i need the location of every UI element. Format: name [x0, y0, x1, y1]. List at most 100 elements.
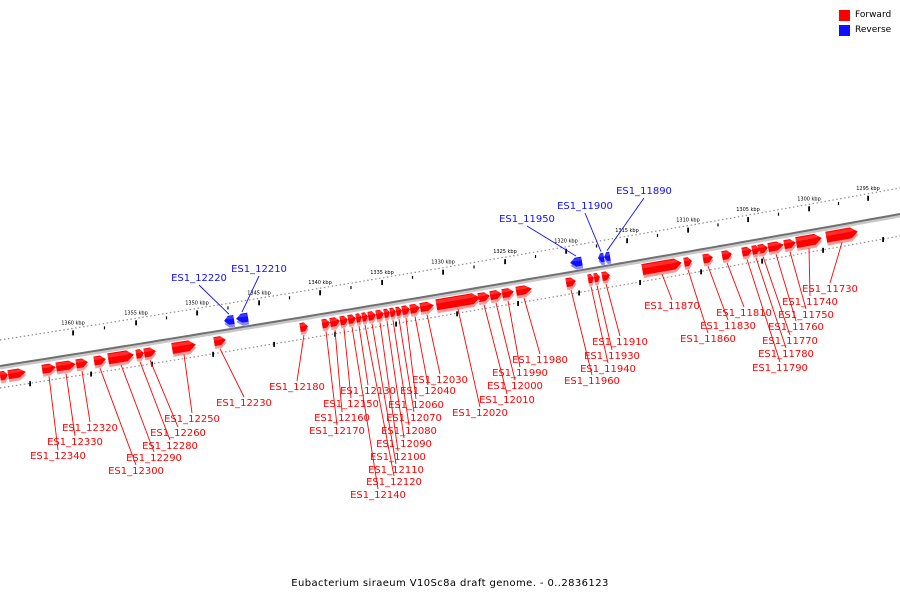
minor-tick-mark	[837, 202, 840, 206]
label-leader-line	[762, 256, 791, 336]
gene-label-es1-12230: ES1_12230	[216, 398, 272, 409]
legend-forward-swatch	[839, 10, 850, 21]
gene-body	[299, 322, 308, 332]
gene-label-es1-12120: ES1_12120	[366, 477, 422, 488]
label-leader-line	[605, 283, 621, 337]
gene-label-es1-12320: ES1_12320	[62, 423, 118, 434]
gene-es1-11780	[751, 245, 761, 258]
gene-es1-11950	[569, 256, 584, 270]
inner-tick-mark	[90, 371, 92, 377]
inner-tick-mark	[578, 290, 580, 296]
gene-body	[767, 241, 784, 252]
gene-highlight	[401, 306, 410, 310]
gene-body	[171, 340, 196, 354]
minor-tick-mark	[534, 254, 537, 258]
minor-tick-mark	[165, 316, 168, 320]
label-leader-line	[426, 314, 441, 375]
gene-es1-12280	[135, 349, 145, 362]
gene-es1-12110	[367, 311, 377, 324]
gene-label-es1-12060: ES1_12060	[388, 400, 444, 411]
gene-label-es1-12030: ES1_12030	[412, 375, 468, 386]
major-tick-mark	[808, 206, 810, 212]
gene-body	[419, 301, 434, 312]
gene-es1-12230	[213, 336, 227, 350]
gene-label-es1-11860: ES1_11860	[680, 334, 736, 345]
gene-es1-11870	[641, 258, 683, 278]
gene-body	[721, 250, 732, 261]
gene-highlight	[565, 278, 576, 282]
gene-body	[367, 311, 376, 321]
scale-label: 1350 kbp	[185, 300, 209, 306]
major-tick-mark	[381, 279, 383, 285]
label-leader-line	[364, 324, 395, 477]
gene-highlight	[702, 254, 713, 259]
scale-label: 1360 kbp	[61, 320, 85, 326]
gene-body	[515, 285, 532, 296]
major-tick-mark	[72, 330, 74, 336]
legend-reverse-label: Reverse	[855, 25, 892, 35]
gene-unlabeled	[7, 368, 27, 383]
gene-label-es1-12000: ES1_12000	[487, 381, 543, 392]
major-tick-mark	[504, 259, 506, 265]
minor-tick-mark	[595, 244, 598, 248]
scale-label: 1295 kbp	[856, 186, 880, 192]
major-tick-mark	[626, 238, 628, 244]
gene-label-es1-11950: ES1_11950	[499, 214, 555, 225]
gene-body	[501, 288, 514, 299]
gene-body	[389, 307, 396, 318]
gene-body	[741, 246, 752, 257]
scale-label: 1335 kbp	[370, 270, 394, 276]
gene-es1-11810	[721, 250, 733, 264]
gene-highlight	[721, 251, 732, 255]
gene-label-es1-12260: ES1_12260	[150, 428, 206, 439]
inner-tick-mark	[700, 269, 702, 275]
gene-highlight	[223, 315, 234, 320]
gene-es1-12180	[299, 322, 309, 335]
gene-body	[224, 314, 235, 325]
label-leader-line	[241, 275, 260, 313]
gene-body	[0, 370, 8, 381]
gene-body	[604, 251, 611, 262]
gene-body	[751, 245, 760, 255]
gene-highlight	[367, 311, 376, 316]
gene-es1-12260	[143, 347, 157, 361]
label-leader-line	[775, 254, 797, 322]
gene-features	[0, 227, 859, 384]
inner-tick-mark	[761, 258, 763, 264]
inner-tick-mark	[395, 321, 397, 327]
label-leader-line	[81, 370, 91, 423]
gene-highlight	[587, 274, 594, 279]
gene-body	[825, 227, 858, 243]
minor-tick-mark	[656, 233, 659, 237]
gene-body	[598, 252, 605, 263]
major-tick-mark	[687, 227, 689, 233]
major-tick-mark	[442, 269, 444, 275]
gene-body	[383, 308, 390, 319]
gene-highlight	[361, 313, 368, 317]
gene-es1-12210	[235, 312, 250, 326]
gene-es1-11910	[601, 271, 611, 284]
gene-highlight	[7, 369, 26, 374]
label-leader-line	[746, 259, 781, 363]
inner-tick-mark	[273, 341, 275, 347]
scale-label: 1300 kbp	[797, 196, 821, 202]
label-leader-line	[570, 289, 593, 376]
label-leader-line	[351, 326, 379, 490]
gene-es1-11860	[683, 257, 693, 270]
gene-body	[683, 257, 692, 267]
gene-label-es1-12300: ES1_12300	[108, 466, 164, 477]
gene-es1-12020	[435, 293, 481, 314]
gene-highlight	[795, 234, 822, 242]
gene-highlight	[395, 307, 402, 311]
label-leader-line	[483, 304, 508, 395]
gene-label-es1-12130: ES1_12130	[340, 386, 396, 397]
gene-label-es1-12080: ES1_12080	[381, 426, 437, 437]
label-leader-line	[457, 309, 481, 408]
gene-highlight	[569, 257, 582, 262]
legend-forward-label: Forward	[855, 10, 892, 20]
gene-es1-12090	[383, 308, 391, 321]
gene-body	[395, 306, 402, 317]
gene-highlight	[741, 247, 752, 252]
